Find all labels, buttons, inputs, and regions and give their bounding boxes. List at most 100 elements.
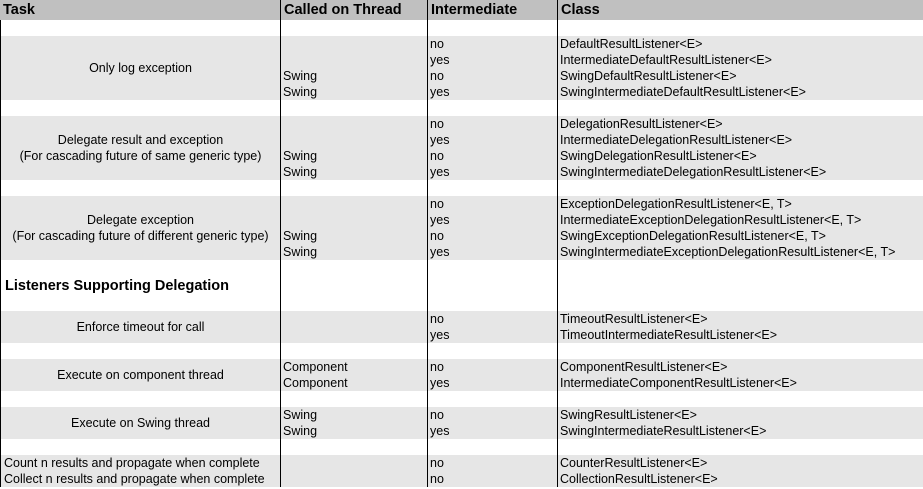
task-text: Delegate exception [86, 213, 195, 227]
intermediate-value: yes [430, 245, 450, 259]
thread-value: Swing [283, 408, 318, 422]
column-header-class: Class [561, 2, 600, 18]
class-name: SwingIntermediateDelegationResultListene… [560, 165, 827, 179]
intermediate-value: yes [430, 133, 450, 147]
spacer-row [0, 343, 923, 359]
table-header: Task Called on Thread Intermediate Class [0, 0, 923, 20]
empty-cell [428, 180, 558, 196]
empty-cell [558, 20, 923, 36]
table-body: Only log exception Swing Swing no yes no yes De… [0, 20, 923, 487]
intermediate-cell: no yes [428, 311, 558, 343]
task-cell: Delegate result and exception (For cascad… [0, 116, 281, 180]
task-text: (For cascading future of different gener… [12, 229, 269, 243]
class-name: TimeoutResultListener<E> [560, 312, 708, 326]
intermediate-cell: no yes [428, 407, 558, 439]
intermediate-value: no [430, 408, 444, 422]
thread-value [281, 212, 427, 228]
class-name: ComponentResultListener<E> [560, 360, 728, 374]
empty-cell [428, 439, 558, 455]
class-name: SwingIntermediateResultListener<E> [560, 424, 767, 438]
class-cell: DefaultResultListener<E> IntermediateDefa… [558, 36, 923, 100]
class-name: IntermediateDelegationResultListener<E> [560, 133, 793, 147]
task-text: Count n results and propagate when compl… [4, 456, 260, 470]
class-cell: SwingResultListener<E> SwingIntermediateR… [558, 407, 923, 439]
intermediate-value: yes [430, 424, 450, 438]
spacer-row [0, 20, 923, 36]
empty-cell [428, 20, 558, 36]
intermediate-value: no [430, 197, 444, 211]
thread-value [281, 36, 427, 52]
empty-cell [0, 180, 281, 196]
empty-cell [558, 343, 923, 359]
intermediate-cell: no yes no yes [428, 36, 558, 100]
class-name: SwingIntermediateExceptionDelegationResu… [560, 245, 896, 259]
spacer-row [0, 439, 923, 455]
task-text: (For cascading future of same generic ty… [19, 149, 262, 163]
class-cell: DelegationResultListener<E> IntermediateD… [558, 116, 923, 180]
task-cell: Execute on component thread [0, 359, 281, 391]
class-name: SwingExceptionDelegationResultListener<E… [560, 229, 826, 243]
thread-value: Swing [283, 229, 318, 243]
empty-cell [558, 391, 923, 407]
class-name: DelegationResultListener<E> [560, 117, 723, 131]
task-cell: Only log exception [0, 36, 281, 100]
class-cell: TimeoutResultListener<E> TimeoutIntermedi… [558, 311, 923, 343]
thread-value [281, 327, 427, 343]
thread-value [281, 311, 427, 327]
thread-value: Swing [283, 85, 318, 99]
intermediate-cell: no yes no yes [428, 116, 558, 180]
intermediate-value: yes [430, 376, 450, 390]
thread-value: Swing [283, 149, 318, 163]
class-cell: ExceptionDelegationResultListener<E, T> I… [558, 196, 923, 260]
empty-cell [428, 343, 558, 359]
table-row: Enforce timeout for call no yes TimeoutResu… [0, 311, 923, 343]
intermediate-value: no [430, 312, 444, 326]
class-name: SwingResultListener<E> [560, 408, 697, 422]
spacer-row [0, 180, 923, 196]
column-header-task: Task [0, 0, 281, 20]
intermediate-cell: no yes no yes [428, 196, 558, 260]
task-cell: Enforce timeout for call [0, 311, 281, 343]
thread-value [281, 471, 427, 487]
empty-cell [428, 100, 558, 116]
class-name: TimeoutIntermediateResultListener<E> [560, 328, 778, 342]
intermediate-value: no [430, 360, 444, 374]
intermediate-value: yes [430, 53, 450, 67]
table-row: Delegate exception (For cascading future … [0, 196, 923, 260]
class-name: IntermediateDefaultResultListener<E> [560, 53, 772, 67]
empty-cell [0, 391, 281, 407]
empty-cell [558, 180, 923, 196]
class-name: ExceptionDelegationResultListener<E, T> [560, 197, 792, 211]
empty-cell [281, 343, 428, 359]
intermediate-value: no [430, 149, 444, 163]
intermediate-value: yes [430, 213, 450, 227]
table-row: Execute on Swing thread Swing Swing no yes Sw… [0, 407, 923, 439]
empty-cell [281, 260, 428, 311]
class-name: SwingDefaultResultListener<E> [560, 69, 737, 83]
empty-cell [0, 20, 281, 36]
empty-cell [281, 20, 428, 36]
task-cell: Count n results and propagate when compl… [0, 455, 281, 487]
class-name: SwingIntermediateDefaultResultListener<E… [560, 85, 806, 99]
table-row: Count n results and propagate when compl… [0, 455, 923, 487]
intermediate-cell: no yes [428, 359, 558, 391]
thread-value [281, 455, 427, 471]
empty-cell [281, 180, 428, 196]
thread-cell: Swing Swing [281, 196, 428, 260]
intermediate-value: no [430, 69, 444, 83]
class-cell: CounterResultListener<E> CollectionResult… [558, 455, 923, 487]
class-name: IntermediateExceptionDelegationResultLis… [560, 213, 862, 227]
intermediate-value: yes [430, 165, 450, 179]
thread-cell [281, 455, 428, 487]
thread-value [281, 116, 427, 132]
intermediate-value: no [430, 229, 444, 243]
table-row: Execute on component thread Component Comp… [0, 359, 923, 391]
spacer-row [0, 391, 923, 407]
thread-cell: Component Component [281, 359, 428, 391]
section-heading-row: Listeners Supporting Delegation [0, 260, 923, 311]
thread-cell: Swing Swing [281, 36, 428, 100]
thread-cell: Swing Swing [281, 116, 428, 180]
intermediate-value: no [430, 472, 444, 486]
task-text: Delegate result and exception [57, 133, 224, 147]
